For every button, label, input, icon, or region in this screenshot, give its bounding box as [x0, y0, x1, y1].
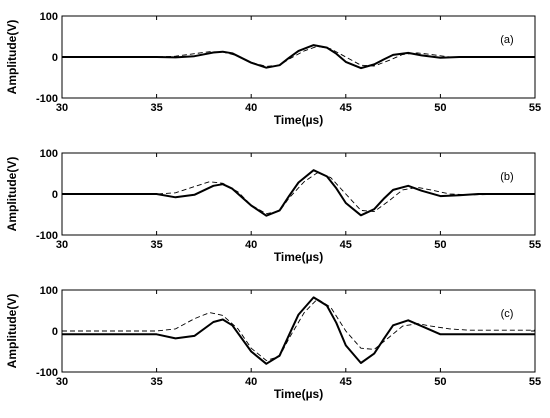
y-axis-label: Amplitude(V) [5, 294, 19, 369]
y-tick-label: 100 [40, 11, 58, 23]
x-tick-label: 35 [150, 376, 162, 388]
x-tick-label: 45 [340, 102, 352, 114]
series-line-solid [62, 296, 535, 365]
x-tick-label: 30 [56, 239, 68, 251]
x-tick-label: 50 [434, 239, 446, 251]
axes-frame [61, 289, 536, 373]
x-tick-label: 40 [245, 102, 257, 114]
panel-label: (b) [500, 171, 513, 183]
panel-label: (c) [501, 308, 514, 320]
x-tick-label: 45 [340, 239, 352, 251]
panel-a: 30 35 40 45 50 55 100 0 -100 (a) Time(µs) Amplitude… [5, 11, 541, 127]
y-tick-label: -100 [36, 367, 58, 379]
series-line-solid [62, 44, 535, 70]
series-line-solid [62, 169, 535, 217]
x-tick-label: 40 [245, 239, 257, 251]
series-line-dashed [62, 298, 535, 361]
x-axis-label: Time(µs) [274, 387, 323, 401]
series-line-dashed [62, 172, 536, 215]
y-tick-label: 0 [52, 326, 58, 338]
x-tick-label: 40 [245, 376, 257, 388]
panel-label: (a) [500, 34, 513, 46]
series-line-dashed [62, 45, 536, 67]
x-tick-label: 55 [529, 239, 541, 251]
y-tick-label: 0 [52, 189, 58, 201]
x-tick-label: 50 [434, 102, 446, 114]
y-axis-label: Amplitude(V) [5, 157, 19, 232]
y-tick-label: -100 [36, 93, 58, 105]
x-tick-label: 50 [434, 376, 446, 388]
y-tick-label: 0 [52, 52, 58, 64]
panel-b: 30 35 40 45 50 55 100 0 -100 (b) Time(µs) Amplitude… [5, 148, 541, 264]
x-tick-label: 30 [56, 102, 68, 114]
x-tick-label: 30 [56, 376, 68, 388]
x-axis-label: Time(µs) [274, 113, 323, 127]
x-axis-label: Time(µs) [274, 250, 323, 264]
y-tick-label: -100 [36, 230, 58, 242]
panel-c: 30 35 40 45 50 55 100 0 -100 (c) Time(µs) Amplitude… [5, 285, 541, 401]
y-tick-label: 100 [40, 148, 58, 160]
x-tick-label: 55 [529, 376, 541, 388]
y-tick-label: 100 [40, 285, 58, 297]
x-tick-label: 35 [150, 102, 162, 114]
x-tick-label: 45 [340, 376, 352, 388]
y-axis-label: Amplitude(V) [5, 20, 19, 95]
x-tick-label: 35 [150, 239, 162, 251]
x-tick-label: 55 [529, 102, 541, 114]
